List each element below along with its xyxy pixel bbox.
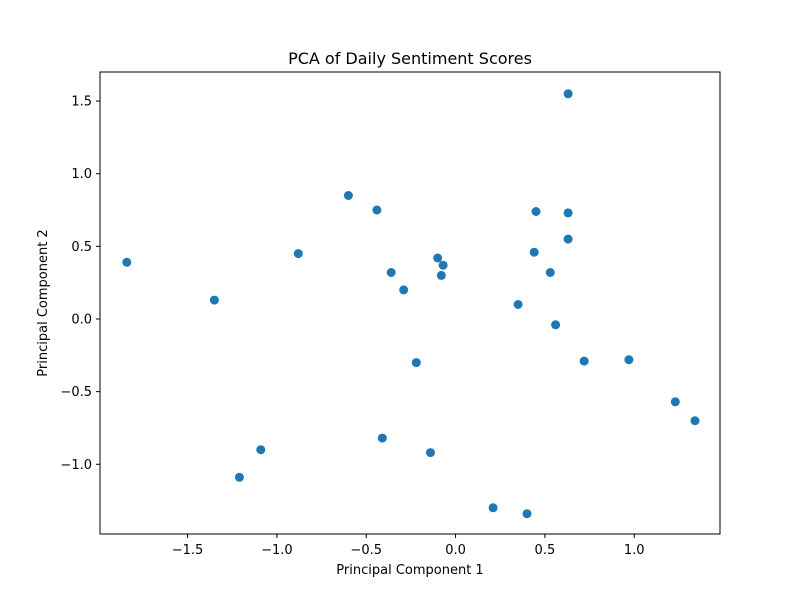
x-tick-label: −1.5 bbox=[172, 543, 204, 558]
y-axis-ticks: −1.0 −0.5 0.0 0.5 1.0 1.5 bbox=[60, 95, 100, 473]
x-tick-label: −0.5 bbox=[350, 543, 382, 558]
x-tick-label: 0.0 bbox=[445, 543, 466, 558]
y-tick-label: 1.5 bbox=[71, 95, 92, 110]
y-tick-label: 1.0 bbox=[71, 167, 92, 182]
data-point-12 bbox=[386, 268, 396, 277]
data-point-14 bbox=[436, 270, 446, 280]
data-point-4 bbox=[531, 207, 541, 216]
y-axis-label: Principal Component 2 bbox=[36, 229, 51, 376]
data-point-13 bbox=[545, 268, 555, 277]
data-point-27 bbox=[234, 472, 244, 482]
data-point-6 bbox=[563, 234, 573, 244]
x-tick-label: 1.0 bbox=[624, 543, 645, 558]
y-tick-label: −0.5 bbox=[60, 385, 92, 400]
y-tick-label: 0.0 bbox=[71, 312, 92, 327]
y-tick-label: −1.0 bbox=[60, 458, 92, 473]
data-point-24 bbox=[377, 433, 387, 443]
data-point-28 bbox=[488, 503, 498, 513]
data-point-7 bbox=[293, 249, 303, 259]
data-point-17 bbox=[513, 300, 523, 309]
x-axis-label: Principal Component 1 bbox=[336, 563, 483, 578]
data-point-21 bbox=[624, 355, 634, 365]
x-axis-ticks: −1.5 −1.0 −0.5 0.0 0.5 1.0 bbox=[172, 534, 645, 558]
data-point-2 bbox=[343, 191, 353, 200]
plot-area bbox=[99, 71, 721, 535]
data-point-5 bbox=[563, 208, 573, 218]
data-point-10 bbox=[438, 260, 448, 270]
data-point-9 bbox=[433, 253, 443, 263]
data-point-23 bbox=[690, 416, 700, 426]
data-point-16 bbox=[209, 295, 219, 305]
data-point-20 bbox=[579, 356, 589, 366]
data-point-8 bbox=[529, 247, 539, 257]
data-point-3 bbox=[372, 205, 382, 215]
data-point-22 bbox=[670, 397, 680, 407]
data-point-15 bbox=[399, 285, 409, 295]
data-point-25 bbox=[426, 448, 435, 458]
data-point-11 bbox=[122, 257, 132, 267]
x-tick-label: 0.5 bbox=[535, 543, 556, 558]
data-points bbox=[122, 89, 700, 519]
data-point-18 bbox=[551, 320, 561, 330]
axes-frame bbox=[99, 71, 721, 535]
data-point-29 bbox=[522, 509, 532, 519]
data-point-26 bbox=[256, 445, 266, 455]
data-point-1 bbox=[563, 89, 573, 99]
chart-title: PCA of Daily Sentiment Scores bbox=[288, 49, 532, 68]
y-tick-label: 0.5 bbox=[71, 240, 92, 255]
x-tick-label: −1.0 bbox=[261, 543, 293, 558]
data-point-19 bbox=[411, 358, 421, 368]
